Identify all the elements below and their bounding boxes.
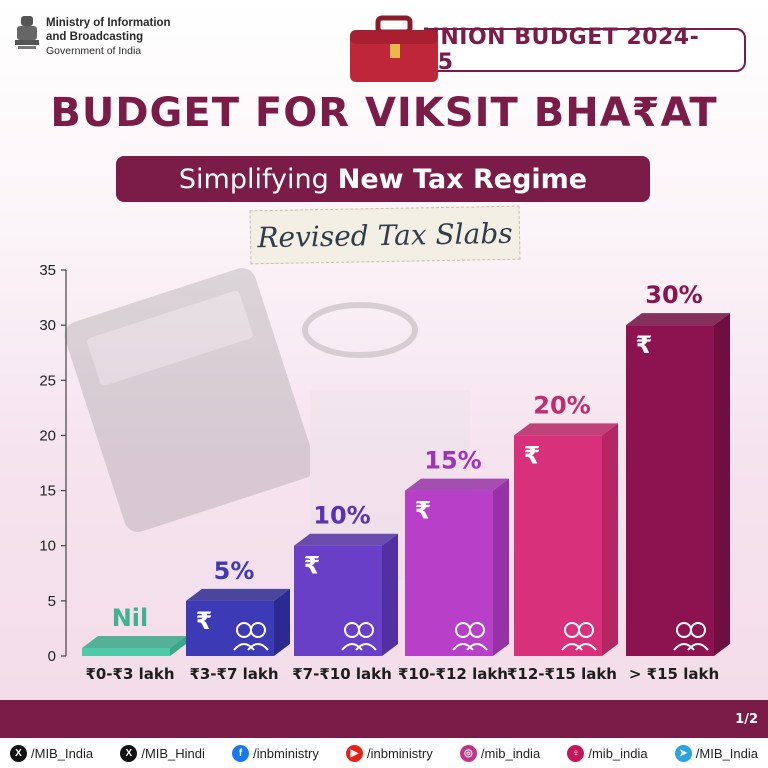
bar-top: [405, 478, 509, 491]
rupee-icon: ₹: [415, 497, 432, 525]
y-tick-label: 35: [39, 262, 56, 279]
tax-slab-bar-chart: 0 5 10 15 20 25 30 35 Nil ₹0-₹3 lakh ₹5% ₹3-₹7 lakh…: [39, 262, 730, 683]
bar-side: [493, 478, 509, 656]
bar-side: [382, 533, 398, 656]
social-link[interactable]: X/MIB_India: [10, 744, 94, 762]
kooapp-icon: ♀: [567, 744, 585, 762]
telegram-icon: ➤: [674, 744, 692, 762]
bar-value-label: 15%: [424, 447, 481, 475]
main-title: BUDGET FOR VIKSIT BHA₹AT: [50, 90, 718, 136]
bar-top: [186, 588, 290, 601]
bar-side: [602, 423, 618, 656]
people-icon: [233, 643, 269, 651]
revised-tax-slabs-label: Revised Tax Slabs: [257, 216, 513, 254]
social-link[interactable]: X/MIB_Hindi: [120, 744, 205, 762]
government-label: Government of India: [46, 45, 142, 57]
social-link[interactable]: ➤/MIB_India: [674, 744, 758, 762]
youtube-icon: ▶: [346, 744, 363, 762]
subtitle-part2: New Tax Regime: [337, 163, 588, 195]
rupee-icon: ₹: [196, 607, 213, 635]
social-handle: /inbministry: [367, 745, 433, 761]
bar-top: [294, 533, 398, 546]
people-icon: [673, 643, 709, 651]
people-icon: [578, 622, 594, 638]
x-tick-label: ₹7-₹10 lakh: [292, 665, 392, 683]
instagram-icon: ◎: [459, 744, 477, 762]
ministry-name: Ministry of Information and Broadcasting…: [46, 16, 171, 58]
briefcase-icon: [350, 15, 438, 82]
page-indicator: 1/2: [735, 712, 758, 727]
people-icon: [250, 622, 266, 638]
x-tick-label: ₹10-₹12 lakh: [398, 665, 508, 683]
social-handle: /MIB_India: [31, 745, 94, 761]
x-tick-label: > ₹15 lakh: [629, 665, 719, 683]
social-link[interactable]: ♀/mib_india: [567, 744, 648, 762]
bar-side: [274, 588, 290, 656]
bar-value-label: 30%: [645, 281, 702, 309]
bar-value-label: 5%: [214, 557, 255, 585]
social-links-bar: X/MIB_India X/MIB_Hindi f/inbministry ▶/inb…: [0, 738, 768, 768]
rupee-icon: ₹: [636, 331, 653, 359]
social-handle: /MIB_Hindi: [141, 745, 205, 761]
y-tick-label: 0: [48, 648, 56, 665]
y-tick-label: 30: [39, 317, 56, 334]
x-tick-label: ₹3-₹7 lakh: [189, 665, 278, 683]
social-handle: /inbministry: [253, 745, 319, 761]
subtitle-part1: Simplifying: [178, 163, 329, 195]
social-handle: /mib_india: [588, 745, 648, 761]
y-tick-label: 25: [39, 372, 56, 389]
social-link[interactable]: f/inbministry: [232, 744, 319, 762]
bar-value-label: 10%: [313, 502, 370, 530]
people-icon: [469, 622, 485, 638]
social-handle: /mib_india: [480, 745, 541, 761]
facebook-icon: f: [232, 744, 250, 762]
people-icon: [341, 643, 377, 651]
rupee-icon: ₹: [524, 441, 541, 469]
bar-top: [626, 313, 730, 326]
y-tick-label: 10: [39, 538, 56, 555]
y-tick-label: 15: [39, 483, 56, 500]
bar-side: [714, 313, 730, 656]
ministry-name-line2: and Broadcasting: [46, 31, 144, 43]
social-handle: /MIB_India: [695, 745, 758, 761]
bar: [405, 490, 493, 656]
ministry-name-line1: Ministry of Information: [46, 17, 171, 29]
bar: [186, 600, 274, 656]
people-icon: [561, 643, 597, 651]
bar-top: [82, 636, 186, 648]
x-tick-label: ₹12-₹15 lakh: [507, 665, 617, 683]
rupee-icon: ₹: [304, 552, 321, 580]
x-icon: X: [10, 744, 27, 762]
bar-top: [514, 423, 618, 436]
x-icon: X: [120, 744, 138, 762]
union-budget-badge: UNION BUDGET 2024-25: [420, 25, 746, 75]
bar: [82, 648, 170, 656]
x-tick-label: ₹0-₹3 lakh: [85, 665, 174, 683]
subtitle-banner: Simplifying New Tax Regime: [116, 156, 650, 202]
y-tick-label: 20: [39, 427, 56, 444]
union-budget-label: UNION BUDGET 2024-25: [422, 25, 700, 75]
people-icon: [358, 622, 374, 638]
people-icon: [452, 643, 488, 651]
bar: [626, 325, 714, 656]
bar-value-label: 20%: [533, 391, 590, 419]
social-link[interactable]: ◎/mib_india: [459, 744, 541, 762]
bar: [514, 435, 602, 656]
bar-side: [170, 636, 186, 656]
social-link[interactable]: ▶/inbministry: [346, 744, 433, 762]
y-tick-label: 5: [48, 593, 56, 610]
national-emblem-logo: [15, 16, 39, 49]
people-icon: [690, 622, 706, 638]
bar-value-label: Nil: [112, 604, 149, 632]
footer-band: 1/2: [0, 700, 768, 738]
